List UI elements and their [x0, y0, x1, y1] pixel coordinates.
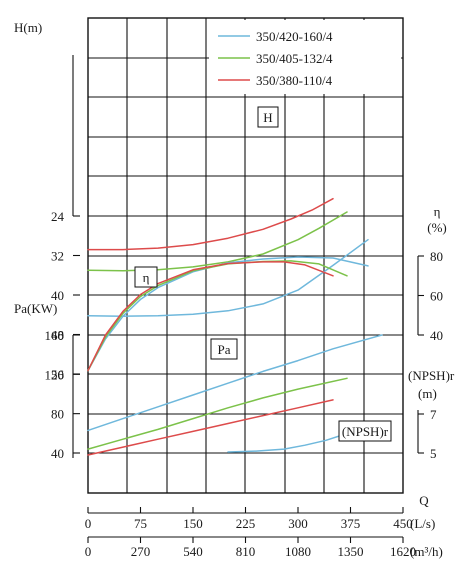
h-axis-tick-label: 32	[51, 249, 64, 264]
h-axis-label: H(m)	[14, 20, 42, 35]
eta-axis-tick-label: 80	[430, 249, 443, 264]
npsh-axis-tick-label: 5	[430, 446, 437, 461]
h-axis-tick-label: 40	[51, 288, 64, 303]
npsh-axis-label: (NPSH)r	[408, 368, 455, 383]
npsh-axis-unit: (m)	[418, 386, 437, 401]
legend-entry-label: 350/380-110/4	[256, 73, 333, 88]
q-m3h-tick-label: 1350	[338, 544, 364, 559]
npsh-axis-tick-label: 7	[430, 407, 437, 422]
power-curve-label: Pa	[218, 342, 231, 357]
pa-axis-label: Pa(KW)	[14, 301, 57, 316]
power-curve-series-2	[87, 377, 348, 450]
efficiency-curve-series-2	[87, 260, 348, 372]
npsh-curve-series-1	[227, 432, 348, 453]
pa-axis-tick-label: 120	[45, 367, 65, 382]
head-curve-label: H	[263, 110, 272, 125]
q-m3h-tick-label: 1620	[390, 544, 416, 559]
q-ls-tick-label: 225	[236, 516, 256, 531]
legend: 350/420-160/4 350/405-132/4 350/380-110/4	[209, 20, 401, 94]
h-axis-tick-label: 48	[51, 328, 64, 343]
q-ls-tick-label: 300	[288, 516, 308, 531]
q-ls-tick-label: 375	[341, 516, 361, 531]
eta-axis-tick-label: 40	[430, 328, 443, 343]
power-curve-series-3	[87, 399, 334, 456]
legend-entry-label: 350/420-160/4	[256, 29, 333, 44]
grid	[87, 17, 404, 494]
efficiency-curve-label: η	[143, 270, 150, 285]
pa-axis-tick-label: 160	[45, 328, 65, 343]
q-ls-unit: (L/s)	[410, 516, 435, 531]
q-m3h-tick-label: 270	[131, 544, 151, 559]
pa-axis-tick-label: 80	[51, 407, 64, 422]
axes: H(m)2432404856Pa(KW)4080120160η(%)406080…	[14, 20, 455, 559]
eta-axis-unit: (%)	[427, 220, 447, 235]
curves	[87, 197, 383, 456]
q-axis-label: Q	[419, 493, 429, 508]
efficiency-curve-series-3	[87, 261, 334, 372]
q-ls-tick-label: 0	[85, 516, 92, 531]
eta-axis-tick-label: 60	[430, 289, 443, 304]
head-curve-series-3	[87, 197, 334, 251]
q-m3h-tick-label: 540	[183, 544, 203, 559]
pa-axis-tick-label: 40	[51, 446, 64, 461]
q-ls-tick-label: 150	[183, 516, 203, 531]
h-axis-tick-label: 56	[51, 367, 65, 382]
power-curve-series-1	[87, 334, 383, 432]
head-curve-label-box	[257, 106, 279, 128]
curve-labels: Hη Pa (NPSH)r	[134, 106, 392, 442]
efficiency-curve-label-box	[134, 266, 158, 288]
head-curve-series-1	[87, 238, 369, 317]
q-m3h-tick-label: 0	[85, 544, 92, 559]
npsh-curve-label-box	[338, 420, 392, 442]
q-m3h-tick-label: 1080	[285, 544, 311, 559]
h-axis-tick-label: 24	[51, 209, 65, 224]
q-m3h-unit: (m³/h)	[410, 544, 443, 559]
power-curve-label-box	[210, 338, 238, 360]
q-ls-tick-label: 450	[393, 516, 413, 531]
efficiency-curve-series-1	[87, 256, 369, 372]
q-m3h-tick-label: 810	[236, 544, 256, 559]
legend-entry-label: 350/405-132/4	[256, 51, 333, 66]
q-ls-tick-label: 75	[134, 516, 147, 531]
legend-background	[209, 20, 401, 94]
eta-axis-label: η	[434, 204, 441, 219]
npsh-curve-label: (NPSH)r	[342, 424, 389, 439]
